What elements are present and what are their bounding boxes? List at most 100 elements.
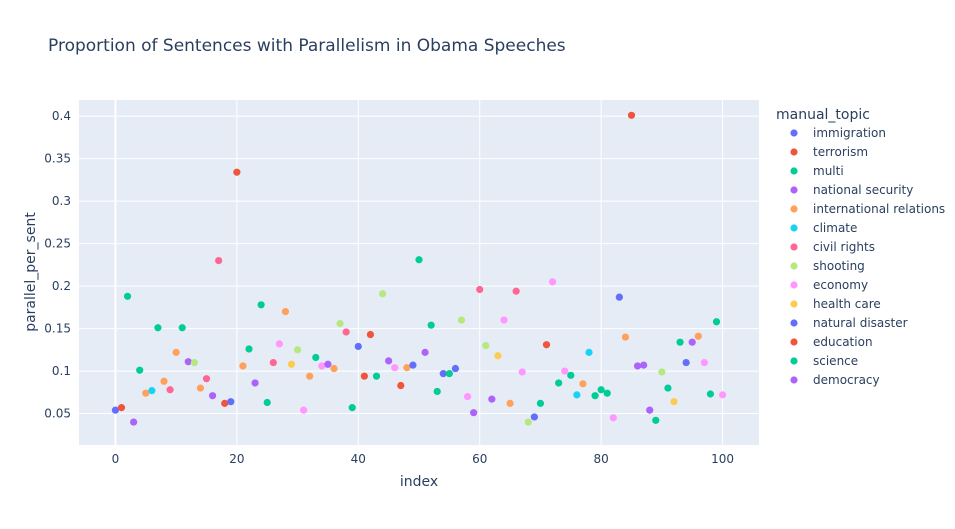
data-point[interactable] [385, 357, 393, 365]
data-point[interactable] [391, 364, 399, 372]
data-point[interactable] [123, 292, 132, 300]
data-point[interactable] [293, 346, 302, 354]
data-point[interactable] [415, 256, 423, 264]
data-point[interactable] [652, 416, 660, 424]
data-point[interactable] [555, 379, 563, 387]
data-point[interactable] [245, 345, 253, 353]
legend-item-label[interactable]: civil rights [813, 240, 875, 254]
data-point[interactable] [427, 321, 435, 329]
data-point[interactable] [354, 342, 362, 351]
data-point[interactable] [676, 338, 684, 346]
data-point[interactable] [111, 406, 120, 414]
data-point[interactable] [591, 392, 599, 400]
data-point[interactable] [136, 366, 144, 374]
data-point[interactable] [530, 413, 538, 421]
data-point[interactable] [215, 257, 223, 265]
data-point[interactable] [494, 352, 502, 360]
data-point[interactable] [366, 330, 375, 339]
data-point[interactable] [670, 398, 678, 406]
data-point[interactable] [360, 372, 368, 380]
data-point[interactable] [409, 361, 417, 369]
data-point[interactable] [548, 278, 557, 286]
legend-item-label[interactable]: natural disaster [813, 316, 908, 330]
data-point[interactable] [312, 353, 320, 362]
data-point[interactable] [646, 406, 654, 414]
data-point[interactable] [306, 372, 314, 380]
data-point[interactable] [621, 333, 630, 341]
legend-item-label[interactable]: health care [813, 297, 881, 311]
data-point[interactable] [142, 389, 150, 397]
data-point[interactable] [536, 399, 545, 407]
data-point[interactable] [275, 340, 283, 348]
data-point[interactable] [397, 381, 405, 390]
data-point[interactable] [463, 392, 472, 401]
data-point[interactable] [190, 358, 198, 367]
legend-item-label[interactable]: immigration [813, 126, 886, 140]
data-point[interactable] [281, 307, 290, 316]
data-point[interactable] [658, 368, 666, 376]
data-point[interactable] [421, 348, 429, 356]
data-point[interactable] [506, 399, 514, 407]
data-point[interactable] [117, 404, 126, 412]
data-point[interactable] [372, 372, 381, 380]
data-point[interactable] [330, 364, 338, 373]
data-point[interactable] [239, 362, 247, 370]
data-point[interactable] [567, 371, 575, 379]
data-point[interactable] [627, 111, 636, 119]
data-point[interactable] [208, 392, 217, 400]
data-point[interactable] [439, 370, 447, 378]
data-point[interactable] [706, 390, 715, 398]
legend-item-label[interactable]: education [813, 335, 873, 349]
data-point[interactable] [597, 386, 605, 394]
data-point[interactable] [445, 370, 453, 378]
data-point[interactable] [160, 377, 168, 385]
data-point[interactable] [263, 398, 271, 407]
data-point[interactable] [482, 341, 490, 350]
legend-item-label[interactable]: climate [813, 221, 857, 235]
data-point[interactable] [700, 358, 708, 367]
legend-item-label[interactable]: economy [813, 278, 868, 292]
legend-item-label[interactable]: multi [813, 164, 844, 178]
data-point[interactable] [227, 398, 235, 406]
data-point[interactable] [457, 316, 466, 324]
data-point[interactable] [166, 386, 174, 394]
data-point[interactable] [348, 404, 356, 412]
legend-item-label[interactable]: national security [813, 183, 913, 197]
data-point[interactable] [172, 348, 180, 356]
data-point[interactable] [561, 367, 569, 375]
data-point[interactable] [573, 391, 581, 399]
data-point[interactable] [154, 324, 162, 332]
data-point[interactable] [488, 395, 496, 403]
data-point[interactable] [585, 348, 593, 356]
data-point[interactable] [518, 368, 526, 376]
data-point[interactable] [603, 389, 611, 397]
data-point[interactable] [476, 285, 484, 294]
data-point[interactable] [378, 290, 387, 298]
data-point[interactable] [300, 406, 308, 414]
data-point[interactable] [221, 399, 229, 407]
data-point[interactable] [318, 362, 326, 370]
legend-item-label[interactable]: shooting [813, 259, 865, 273]
data-point[interactable] [324, 360, 332, 368]
data-point[interactable] [640, 361, 648, 369]
data-point[interactable] [615, 293, 623, 301]
data-point[interactable] [251, 379, 259, 387]
data-point[interactable] [694, 332, 702, 340]
data-point[interactable] [688, 338, 696, 346]
data-point[interactable] [233, 168, 241, 176]
data-point[interactable] [682, 358, 690, 367]
data-point[interactable] [148, 387, 156, 395]
data-point[interactable] [609, 414, 617, 422]
data-point[interactable] [451, 364, 460, 373]
data-point[interactable] [202, 375, 211, 383]
data-point[interactable] [403, 364, 411, 372]
legend-item-label[interactable]: science [813, 354, 858, 368]
data-point[interactable] [470, 409, 478, 417]
data-point[interactable] [433, 387, 441, 396]
legend-item-label[interactable]: terrorism [813, 145, 868, 159]
data-point[interactable] [336, 319, 344, 328]
data-point[interactable] [269, 358, 277, 367]
data-point[interactable] [712, 318, 721, 326]
data-point[interactable] [524, 418, 532, 426]
legend-item-label[interactable]: democracy [813, 373, 880, 387]
